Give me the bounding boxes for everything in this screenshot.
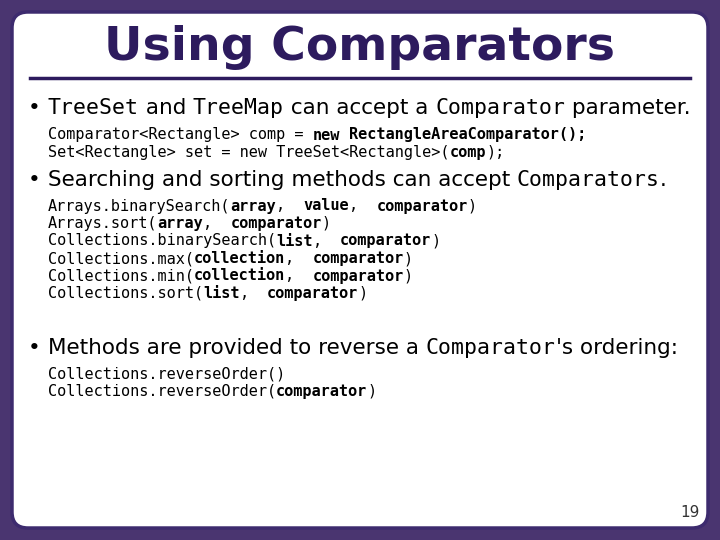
Text: ): ) [359,286,367,301]
Text: ,: , [276,199,304,213]
Text: ): ) [404,268,413,284]
Text: collection: collection [194,251,285,266]
Text: Comparator: Comparator [426,338,556,358]
Text: comparator: comparator [267,286,359,301]
Text: new: new [312,127,340,143]
Text: TreeSet: TreeSet [48,98,139,118]
Text: parameter.: parameter. [565,98,690,118]
Text: comparator: comparator [312,268,404,284]
Text: Collections.binarySearch(: Collections.binarySearch( [48,233,276,248]
Text: ,: , [203,216,230,231]
Text: Comparator<Rectangle> comp =: Comparator<Rectangle> comp = [48,127,312,143]
Text: comparator: comparator [377,199,468,213]
Text: comparator: comparator [312,251,404,266]
Text: array: array [230,199,276,213]
Text: •: • [28,338,48,358]
Text: Set<Rectangle> set = new TreeSet<Rectangle>(: Set<Rectangle> set = new TreeSet<Rectang… [48,145,449,159]
Text: •: • [28,98,48,118]
Text: collection: collection [194,268,285,284]
Text: ): ) [468,199,477,213]
Text: comparator: comparator [276,384,367,399]
Text: 19: 19 [680,505,700,520]
Text: list: list [203,286,240,301]
Text: Methods are provided to reverse a: Methods are provided to reverse a [48,338,426,358]
Text: ): ) [404,251,413,266]
FancyBboxPatch shape [12,12,708,528]
Text: can accept a: can accept a [284,98,435,118]
Text: Collections.reverseOrder(): Collections.reverseOrder() [48,367,285,381]
Text: 's ordering:: 's ordering: [556,338,678,358]
Text: ): ) [322,216,331,231]
Text: comparator: comparator [340,233,431,248]
Text: list: list [276,233,312,248]
Text: TreeMap: TreeMap [193,98,284,118]
Text: Collections.sort(: Collections.sort( [48,286,203,301]
Text: RectangleAreaComparator();: RectangleAreaComparator(); [349,127,586,143]
Text: Searching and sorting methods can accept: Searching and sorting methods can accept [48,170,517,190]
Text: ,: , [285,251,312,266]
Text: and: and [139,98,193,118]
Text: ,: , [285,268,312,284]
Text: Comparators: Comparators [517,170,660,190]
Text: Comparator: Comparator [435,98,565,118]
Text: Arrays.sort(: Arrays.sort( [48,216,158,231]
Text: value: value [304,199,349,213]
Text: Using Comparators: Using Comparators [104,25,616,71]
Text: •: • [28,170,48,190]
Text: ): ) [431,233,441,248]
Text: ): ) [367,384,377,399]
Text: Arrays.binarySearch(: Arrays.binarySearch( [48,199,230,213]
Text: array: array [158,216,203,231]
Text: Collections.max(: Collections.max( [48,251,194,266]
Text: Collections.reverseOrder(: Collections.reverseOrder( [48,384,276,399]
Text: ,: , [312,233,340,248]
Text: .: . [660,170,667,190]
Text: Collections.min(: Collections.min( [48,268,194,284]
Text: comparator: comparator [230,216,322,231]
Text: ,: , [349,199,377,213]
Text: ,: , [240,286,267,301]
Text: );: ); [486,145,504,159]
Text: comp: comp [449,145,486,159]
